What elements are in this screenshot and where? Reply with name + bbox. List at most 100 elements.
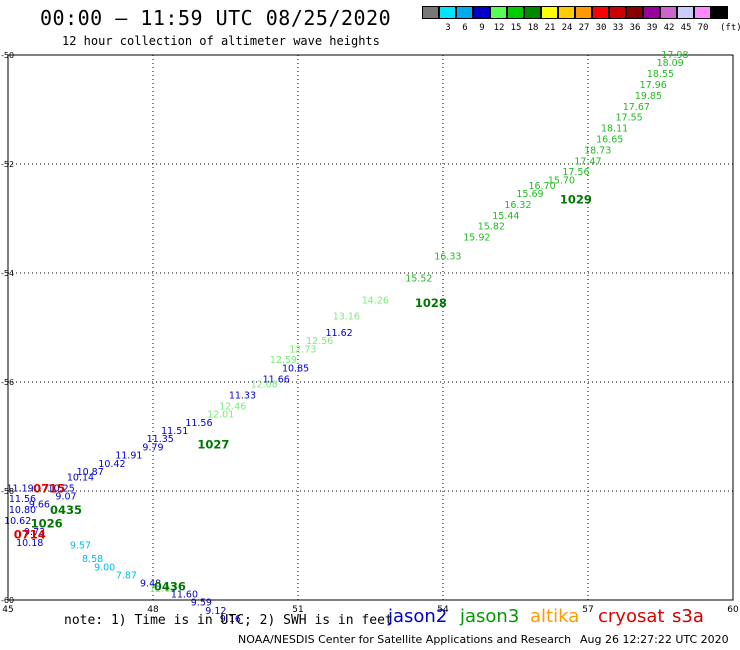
swh-label: 10.87 (77, 467, 104, 478)
swh-label: 7.87 (116, 570, 137, 581)
time-label: 1026 (31, 517, 63, 531)
swh-label: 14.26 (362, 295, 389, 306)
swh-label: 15.92 (463, 233, 490, 244)
credit-text: NOAA/NESDIS Center for Satellite Applica… (238, 633, 572, 646)
swh-label: 11.62 (325, 328, 352, 339)
swh-label: 18.73 (584, 145, 611, 156)
swh-label: 10.42 (98, 459, 125, 470)
swh-label: 12.56 (306, 336, 333, 347)
swh-label: 9.48 (140, 579, 161, 590)
legend-tick-label: 15 (510, 23, 522, 33)
swh-label: 9.00 (94, 562, 115, 573)
swh-label: 11.35 (147, 434, 174, 445)
satellite-legend-jason2: jason2 (388, 606, 448, 627)
swh-label: 8.58 (82, 554, 103, 565)
swh-label: 17.98 (661, 50, 688, 61)
legend-unit: (ft) (720, 23, 740, 33)
legend-swatch (507, 6, 524, 19)
legend-swatch (694, 6, 711, 19)
swh-label: 9.73 (24, 527, 45, 538)
swh-label: 9.12 (205, 606, 226, 617)
time-label: 1027 (197, 438, 229, 452)
time-label: 1029 (560, 192, 592, 206)
legend-tick-label: 3 (445, 23, 451, 33)
satellite-legend-cryosat: cryosat (598, 606, 665, 627)
swh-label: 11.91 (115, 451, 142, 462)
time-label: 0436 (154, 579, 186, 593)
legend-swatch (541, 6, 558, 19)
swh-label: 10.25 (48, 483, 75, 494)
swh-label: 17.96 (640, 80, 667, 91)
legend-tick-label: 27 (578, 23, 590, 33)
legend-swatch (626, 6, 643, 19)
x-tick-label: 60 (727, 605, 739, 615)
swh-label: 15.44 (492, 211, 519, 222)
x-tick-label: 48 (147, 605, 159, 615)
footer-note: note: 1) Time is in UTC; 2) SWH is in fe… (64, 613, 393, 628)
legend-tick-label: 39 (646, 23, 658, 33)
y-tick-label: -50 (1, 51, 14, 60)
swh-label: 16.65 (596, 134, 623, 145)
legend-tick-label: 36 (629, 23, 641, 33)
swh-label: 12.03 (149, 584, 176, 595)
legend-tick-label: 45 (680, 23, 692, 33)
swh-label: 12.08 (251, 380, 278, 391)
x-tick-label: 45 (2, 605, 13, 615)
swh-label: 16.32 (504, 200, 531, 211)
legend-swatch (592, 6, 609, 19)
y-tick-label: -58 (1, 487, 14, 496)
swh-label: 15.82 (478, 222, 505, 233)
legend-tick-label: 18 (527, 23, 539, 33)
swh-label: 11.56 (185, 418, 212, 429)
swh-label: 19.85 (635, 91, 662, 102)
time-label: 0435 (50, 503, 82, 517)
legend-swatch (660, 6, 677, 19)
legend-swatch (643, 6, 660, 19)
legend-tick-label: 12 (493, 23, 505, 33)
swh-label: 9.66 (29, 500, 50, 511)
swh-label: 13.16 (333, 312, 360, 323)
y-tick-label: -52 (1, 160, 14, 169)
legend-swatch (524, 6, 541, 19)
legend-swatch (490, 6, 507, 19)
swh-label: 10.14 (67, 472, 94, 483)
swh-label: 9.07 (55, 491, 76, 502)
swh-label: 9.57 (70, 541, 91, 552)
legend-swatch (439, 6, 456, 19)
time-label: 0715 (33, 481, 65, 495)
x-tick-label: 51 (292, 605, 303, 615)
legend-swatch (609, 6, 626, 19)
y-tick-label: -54 (1, 269, 14, 278)
swh-label: 12.59 (270, 355, 297, 366)
y-tick-label: -56 (1, 378, 14, 387)
legend-tick-label: 6 (462, 23, 468, 33)
legend-tick-label: 21 (544, 23, 556, 33)
swh-label: 10.62 (4, 516, 31, 527)
swh-label: 16.33 (434, 252, 461, 263)
legend-tick-label: 24 (561, 23, 573, 33)
swh-label: 11.60 (171, 590, 198, 601)
swh-label: 17.67 (623, 102, 650, 113)
swh-label: 9.16 (220, 614, 241, 625)
chart-title: 00:00 – 11:59 UTC 08/25/2020 (40, 6, 392, 30)
legend-tick-label: 42 (663, 23, 675, 33)
chart-subtitle: 12 hour collection of altimeter wave hei… (62, 34, 380, 48)
swh-label: 10.85 (282, 363, 309, 374)
y-tick-label: -60 (1, 596, 14, 605)
swh-label: 11.33 (229, 391, 256, 402)
legend-swatch (677, 6, 694, 19)
swh-label: 18.11 (601, 124, 628, 135)
swh-label: 15.52 (405, 273, 432, 284)
generation-timestamp: Aug 26 12:27:22 UTC 2020 (580, 633, 729, 646)
legend-swatch (456, 6, 473, 19)
swh-label: 11.66 (263, 374, 290, 385)
time-label: 0714 (14, 528, 46, 542)
legend-swatch (711, 6, 728, 19)
swh-label: 12.73 (289, 344, 316, 355)
legend-tick-label: 30 (595, 23, 607, 33)
time-label: 1028 (415, 296, 447, 310)
legend-tick-label: 9 (479, 23, 485, 33)
swh-label: 18.09 (657, 58, 684, 69)
plot-frame (7, 54, 734, 601)
